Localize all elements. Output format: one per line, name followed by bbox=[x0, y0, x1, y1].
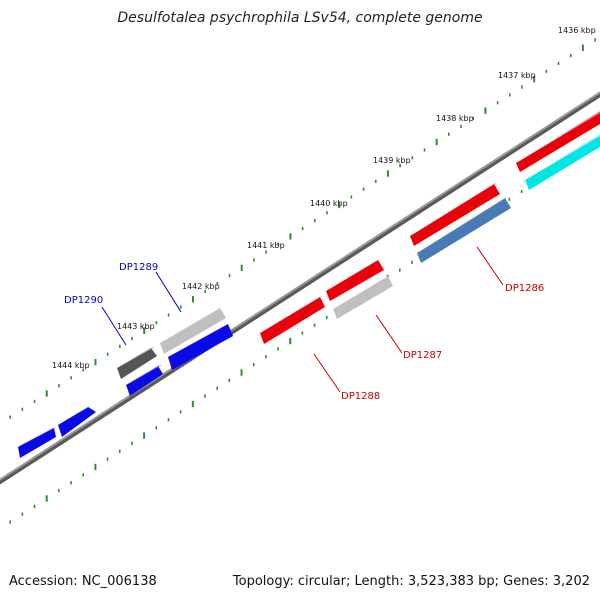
gene-cyan-1[interactable] bbox=[525, 131, 600, 190]
gene-features bbox=[18, 108, 600, 458]
gene-red-3[interactable] bbox=[410, 182, 500, 246]
genome-title: Desulfotalea psychrophila LSv54, complet… bbox=[117, 10, 483, 26]
genome-summary: Topology: circular; Length: 3,523,383 bp… bbox=[232, 574, 590, 589]
gene-DP1286[interactable] bbox=[417, 196, 511, 263]
ruler-label-1440: 1440 kbp bbox=[310, 199, 348, 208]
ruler-outer-ticks bbox=[9, 38, 596, 419]
ruler-label-1437: 1437 kbp bbox=[498, 71, 536, 80]
label-DP1289[interactable]: DP1289 bbox=[119, 262, 158, 273]
gene-red-4[interactable] bbox=[516, 108, 600, 172]
label-DP1288[interactable]: DP1288 bbox=[341, 391, 380, 402]
ruler-label-1443: 1443 kbp bbox=[117, 322, 155, 331]
genome-backbone bbox=[0, 91, 600, 485]
label-DP1286[interactable]: DP1286 bbox=[505, 283, 544, 294]
accession-text: Accession: NC_006138 bbox=[9, 574, 157, 589]
ruler-label-1441: 1441 kbp bbox=[247, 241, 285, 250]
gene-blue-3[interactable] bbox=[126, 365, 163, 396]
gene-red-2[interactable] bbox=[326, 258, 384, 301]
gene-DP1290[interactable] bbox=[117, 347, 157, 379]
gene-arrow-blue-1[interactable] bbox=[18, 426, 57, 458]
ruler-label-1444: 1444 kbp bbox=[52, 361, 90, 370]
gene-blue-4[interactable] bbox=[168, 322, 233, 370]
ruler-label-1438: 1438 kbp bbox=[436, 114, 474, 123]
ruler-label-1442: 1442 kbp bbox=[182, 282, 220, 291]
ruler-label-1439: 1439 kbp bbox=[373, 156, 411, 165]
gene-labels: DP1289 DP1290 DP1288 DP1287 DP1286 bbox=[64, 246, 544, 402]
gene-DP1288[interactable] bbox=[260, 295, 325, 344]
ruler-label-1436: 1436 kbp bbox=[558, 26, 596, 35]
label-DP1290[interactable]: DP1290 bbox=[64, 295, 103, 306]
gene-DP1287[interactable] bbox=[333, 274, 393, 319]
ruler-labels: 1436 kbp 1437 kbp 1438 kbp 1439 kbp 1440… bbox=[52, 26, 596, 370]
gene-arrow-blue-2[interactable] bbox=[58, 406, 96, 437]
gene-DP1289[interactable] bbox=[160, 306, 226, 354]
label-DP1287[interactable]: DP1287 bbox=[403, 350, 442, 361]
